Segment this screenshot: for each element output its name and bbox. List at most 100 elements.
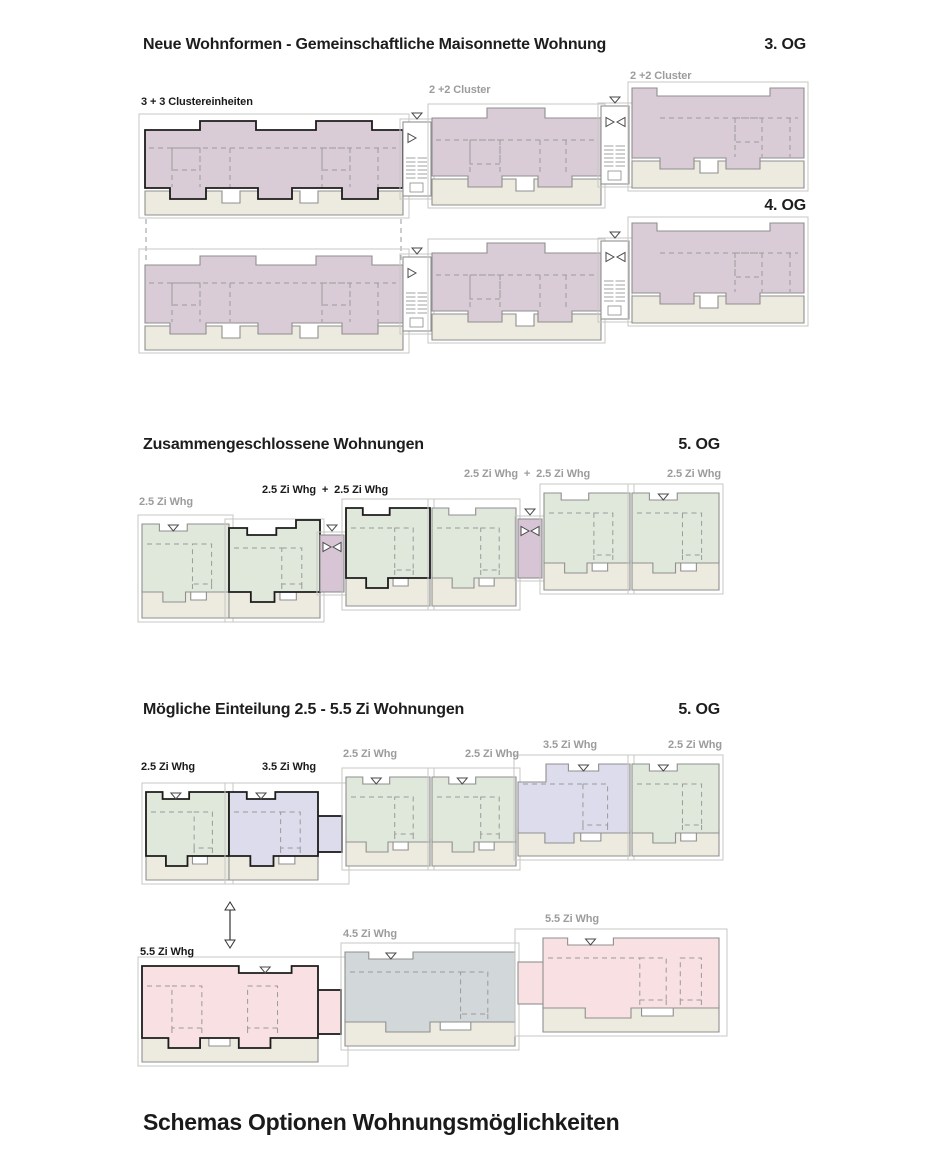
entrance-marker-icon — [410, 247, 424, 255]
apartment-unit-45 — [340, 942, 520, 1051]
apartment-unit-4 — [427, 498, 521, 611]
arrow-left-icon — [407, 267, 418, 279]
room-partition-dashes — [437, 796, 500, 840]
room-partition-dashes — [436, 274, 596, 310]
stair-core — [597, 231, 633, 323]
apartment-unit-6 — [627, 483, 724, 595]
arrow-right-icon — [331, 541, 342, 553]
apartment-unit-r1-1 — [141, 782, 234, 885]
stair-core — [399, 247, 435, 335]
apartment-unit-2 — [224, 518, 325, 623]
cluster-block-2-2-a — [427, 103, 606, 209]
room-partition-dashes — [149, 282, 396, 322]
label-2-2-cluster-a: 2 +2 Cluster — [429, 84, 491, 96]
staircase-icon — [604, 280, 625, 316]
label-25-left: 2.5 Zi Whg — [139, 496, 194, 508]
staircase-icon — [406, 292, 427, 328]
room-partition-dashes — [637, 783, 703, 831]
stair-core — [597, 96, 633, 188]
entrance-marker-icon — [584, 938, 597, 946]
section2-title: Zusammengeschlossene Wohnungen — [143, 436, 424, 453]
cluster-block-2-2-b-4og — [627, 216, 809, 327]
cluster-block-3-3 — [138, 113, 410, 219]
label-2-2-cluster-b: 2 +2 Cluster — [630, 70, 692, 82]
cluster-block-2-2-a-4og — [427, 238, 606, 344]
apartment-unit-1 — [137, 514, 234, 623]
staircase-icon — [406, 157, 427, 193]
entrance-marker-icon — [259, 966, 272, 974]
room-partition-dashes — [548, 957, 702, 1006]
room-partition-dashes — [149, 147, 396, 187]
room-partition-dashes — [234, 547, 303, 590]
arrow-right-icon — [615, 116, 626, 128]
apartment-unit-r1-6 — [627, 754, 724, 861]
apartment-unit-r1-4 — [427, 767, 521, 871]
arrow-right-icon — [615, 251, 626, 263]
cluster-block-2-2-b — [627, 81, 809, 192]
page-caption: Schemas Optionen Wohnungsmöglichkeiten — [143, 1109, 620, 1135]
stair-connector — [316, 524, 348, 596]
apartment-unit-55-right — [514, 928, 728, 1037]
room-partition-dashes — [147, 543, 213, 590]
apartment-unit-3 — [341, 498, 435, 611]
stair-connector — [514, 508, 546, 582]
room-partition-dashes — [350, 971, 489, 1020]
floor-label-5og-a: 5. OG — [678, 436, 720, 453]
room-partition-dashes — [549, 512, 614, 561]
entrance-marker-icon — [523, 508, 537, 516]
room-partition-dashes — [637, 512, 703, 561]
label-25-plus-25-gray: 2.5 Zi Whg + 2.5 Zi Whg — [464, 468, 591, 480]
label-r1-25-4: 2.5 Zi Whg — [668, 739, 723, 751]
entrance-marker-icon — [456, 777, 469, 785]
entrance-marker-icon — [657, 493, 670, 501]
label-3-3-clustereinheiten: 3 + 3 Clustereinheiten — [141, 96, 253, 108]
arrow-left-icon — [407, 132, 418, 144]
room-partition-dashes — [234, 811, 301, 854]
entrance-marker-icon — [167, 524, 180, 532]
arrow-left-icon — [605, 251, 616, 263]
label-r2-55-1: 5.5 Zi Whg — [140, 946, 195, 958]
entrance-marker-icon — [325, 524, 339, 532]
arrow-left-icon — [322, 541, 333, 553]
label-25-right: 2.5 Zi Whg — [667, 468, 722, 480]
entrance-marker-icon — [577, 764, 590, 772]
entrance-marker-icon — [254, 792, 268, 800]
entrance-marker-icon — [608, 96, 622, 104]
room-partition-dashes — [523, 783, 609, 831]
room-partition-dashes — [660, 117, 798, 157]
floor-label-4og: 4. OG — [764, 197, 806, 214]
floor-label-5og-b: 5. OG — [678, 701, 720, 718]
label-r1-35-2: 3.5 Zi Whg — [543, 739, 598, 751]
arrow-left-icon — [605, 116, 616, 128]
label-r1-25-1: 2.5 Zi Whg — [141, 761, 196, 773]
label-r2-55-2: 5.5 Zi Whg — [545, 913, 600, 925]
label-r1-35-1: 3.5 Zi Whg — [262, 761, 317, 773]
room-partition-dashes — [436, 139, 596, 175]
apartment-unit-r1-2 — [224, 782, 350, 885]
cluster-block-3-3-4og — [138, 248, 410, 354]
arrow-left-icon — [520, 525, 531, 537]
label-r1-25-2: 2.5 Zi Whg — [343, 748, 398, 760]
staircase-icon — [604, 145, 625, 181]
entrance-marker-icon — [384, 952, 397, 960]
room-partition-dashes — [147, 985, 279, 1036]
floor-label-3og: 3. OG — [764, 36, 806, 53]
entrance-marker-icon — [608, 231, 622, 239]
entrance-marker-icon — [657, 764, 670, 772]
room-partition-dashes — [437, 527, 500, 576]
entrance-marker-icon — [370, 777, 383, 785]
label-r1-25-3: 2.5 Zi Whg — [465, 748, 520, 760]
room-partition-dashes — [660, 252, 798, 292]
apartment-unit-r1-5 — [513, 754, 635, 861]
entrance-marker-icon — [169, 792, 182, 800]
section3-title: Mögliche Einteilung 2.5 - 5.5 Zi Wohnung… — [143, 701, 465, 718]
stair-core — [399, 112, 435, 200]
arrow-right-icon — [529, 525, 540, 537]
apartment-unit-r1-3 — [341, 767, 435, 871]
apartment-unit-55-left — [137, 956, 349, 1067]
room-partition-dashes — [151, 811, 213, 854]
label-25-plus-25-bold: 2.5 Zi Whg + 2.5 Zi Whg — [262, 484, 389, 496]
room-partition-dashes — [351, 796, 414, 840]
